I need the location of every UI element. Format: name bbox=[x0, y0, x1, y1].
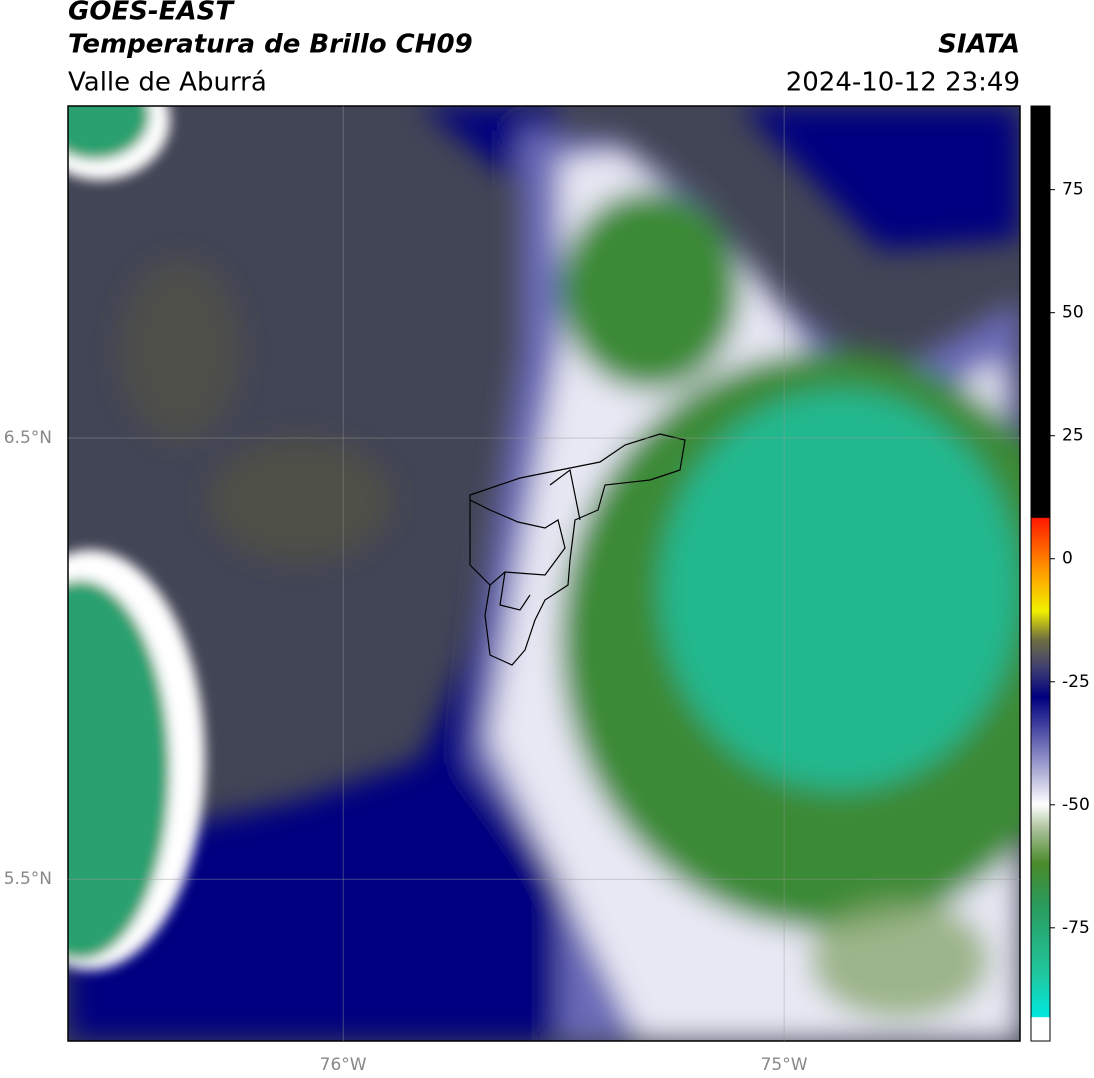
colorbar-tick-label: -75 bbox=[1062, 918, 1090, 938]
subtitle: Temperatura de Brillo CH09 bbox=[68, 30, 473, 60]
region: Valle de Aburrá bbox=[68, 68, 267, 98]
colorbar-tick-label: 25 bbox=[1062, 426, 1084, 446]
colorbar-tick-label: 0 bbox=[1062, 549, 1073, 569]
colorbar bbox=[1030, 105, 1051, 1042]
title: GOES-EAST bbox=[68, 0, 235, 27]
municipal-boundaries bbox=[469, 433, 686, 666]
timestamp: 2024-10-12 23:49 bbox=[786, 68, 1020, 98]
colorbar-tick-label: 50 bbox=[1062, 303, 1084, 323]
lon-label: 75°W bbox=[761, 1055, 808, 1075]
colorbar-tick-label: -50 bbox=[1062, 795, 1090, 815]
colorbar-tick-label: -25 bbox=[1062, 672, 1090, 692]
source: SIATA bbox=[938, 30, 1020, 60]
lat-label: 6.5°N bbox=[4, 428, 52, 448]
lon-label: 76°W bbox=[320, 1055, 367, 1075]
satellite-image bbox=[68, 106, 1020, 1041]
map-frame bbox=[67, 105, 1021, 1042]
lat-label: 5.5°N bbox=[4, 869, 52, 889]
colorbar-tick-label: 75 bbox=[1062, 180, 1084, 200]
